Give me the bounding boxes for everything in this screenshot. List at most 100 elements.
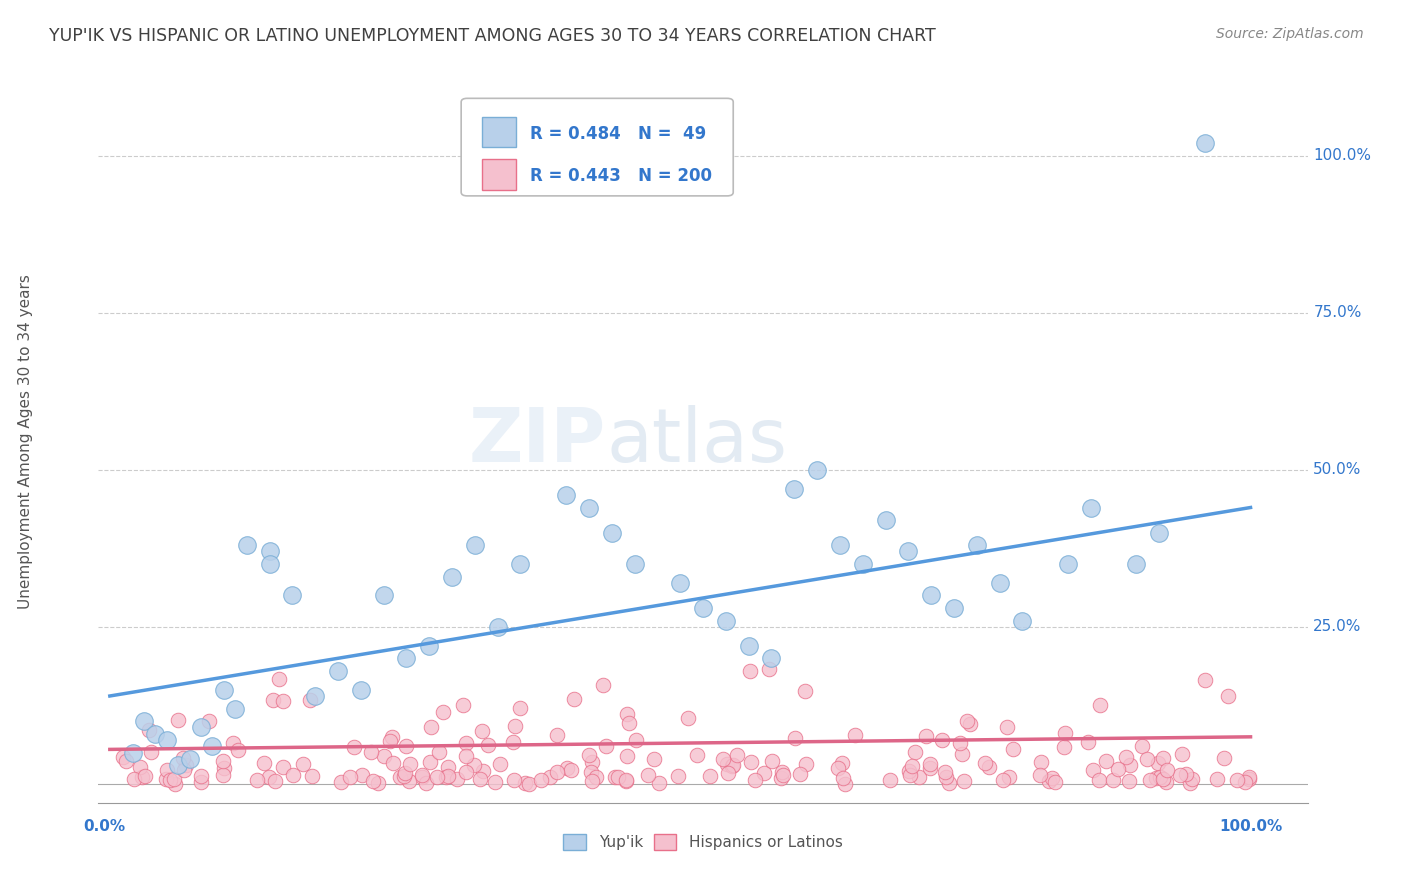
Point [761, 754, 783, 768]
Point [1043, 775, 1066, 789]
Point [471, 764, 494, 779]
Point [648, 776, 671, 790]
Point [378, 734, 401, 748]
Point [1226, 772, 1249, 787]
Text: R = 0.443   N = 200: R = 0.443 N = 200 [530, 167, 711, 185]
Point [619, 716, 641, 731]
Point [121, 746, 143, 760]
Point [1144, 771, 1167, 785]
Text: 100.0%: 100.0% [1219, 819, 1282, 833]
Point [950, 747, 973, 761]
Point [974, 756, 997, 770]
Point [578, 747, 600, 762]
Point [934, 764, 956, 779]
Point [914, 729, 936, 743]
Point [997, 770, 1019, 784]
Point [484, 775, 506, 789]
Point [281, 589, 304, 603]
Point [900, 768, 922, 782]
Point [190, 769, 212, 783]
Point [411, 768, 433, 782]
Text: 75.0%: 75.0% [1313, 305, 1361, 320]
Point [134, 769, 156, 783]
Point [173, 763, 195, 777]
Point [834, 777, 856, 791]
Point [772, 768, 794, 782]
Point [156, 763, 179, 777]
Point [426, 770, 449, 784]
Point [432, 705, 454, 719]
Text: R = 0.484   N =  49: R = 0.484 N = 49 [530, 125, 706, 143]
Point [740, 756, 762, 770]
Point [212, 754, 235, 768]
Point [737, 639, 759, 653]
Point [1205, 772, 1227, 786]
Point [966, 538, 988, 552]
Point [1180, 776, 1202, 790]
Point [419, 755, 441, 769]
Point [155, 772, 177, 787]
Point [427, 745, 450, 759]
Point [643, 752, 665, 766]
Point [578, 500, 600, 515]
Point [1170, 768, 1192, 782]
Point [938, 776, 960, 790]
Point [920, 589, 942, 603]
Point [179, 752, 201, 766]
Point [585, 770, 607, 784]
Point [299, 693, 322, 707]
Point [131, 770, 153, 784]
Point [291, 756, 314, 771]
Point [350, 767, 373, 781]
Point [844, 728, 866, 742]
Point [1152, 772, 1174, 786]
Point [398, 757, 420, 772]
Point [761, 651, 783, 665]
Point [395, 651, 418, 665]
Point [342, 739, 364, 754]
Point [1237, 770, 1260, 784]
Point [828, 538, 851, 552]
Point [770, 764, 793, 779]
Point [211, 768, 233, 782]
FancyBboxPatch shape [482, 117, 516, 147]
Point [257, 770, 280, 784]
Point [898, 764, 921, 778]
Point [793, 683, 815, 698]
Point [1031, 756, 1053, 770]
Text: 50.0%: 50.0% [1313, 462, 1361, 477]
Point [259, 557, 281, 571]
Point [935, 770, 957, 784]
Point [419, 720, 441, 734]
Point [381, 731, 404, 745]
Point [988, 575, 1011, 590]
Point [190, 775, 212, 789]
Point [614, 774, 637, 789]
Point [304, 689, 326, 703]
Point [879, 772, 901, 787]
Point [436, 769, 458, 783]
Point [827, 761, 849, 775]
Point [1237, 772, 1260, 786]
Point [515, 776, 537, 790]
Point [1136, 752, 1159, 766]
Point [993, 773, 1015, 788]
Point [546, 764, 568, 779]
Text: 25.0%: 25.0% [1313, 619, 1361, 634]
Point [159, 773, 181, 788]
Text: Unemployment Among Ages 30 to 34 years: Unemployment Among Ages 30 to 34 years [18, 274, 34, 609]
Point [931, 733, 953, 747]
Point [1088, 698, 1111, 712]
Point [1040, 771, 1063, 785]
Point [1118, 773, 1140, 788]
Point [721, 759, 744, 773]
Point [477, 739, 499, 753]
Point [1057, 557, 1080, 571]
Point [456, 749, 478, 764]
Point [530, 772, 553, 787]
Point [1038, 774, 1060, 789]
Point [1080, 500, 1102, 515]
Point [212, 682, 235, 697]
Point [686, 747, 709, 762]
Point [900, 759, 922, 773]
